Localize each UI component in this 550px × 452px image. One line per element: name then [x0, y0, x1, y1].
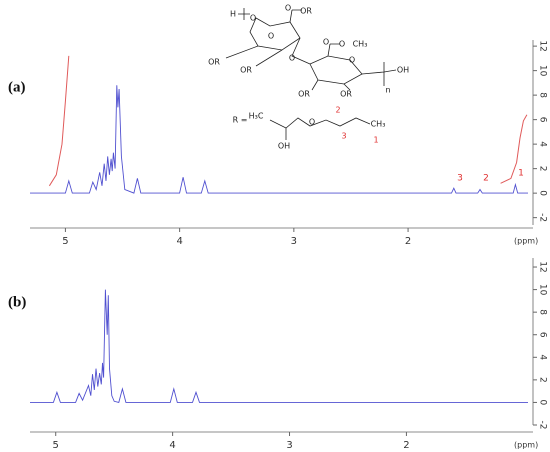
structure-label: CH₃	[371, 120, 386, 129]
x-tick-label: 5	[53, 440, 59, 451]
x-tick-label: 4	[176, 236, 182, 247]
x-tick-label: 5	[62, 236, 68, 247]
structure-label: OR	[240, 66, 252, 75]
panel-label: (a)	[8, 79, 26, 95]
y-tick-label: 6	[538, 332, 548, 338]
structure-label: 3	[341, 132, 346, 141]
structure-label: OH	[278, 142, 290, 151]
peak-label: 2	[483, 174, 489, 184]
y-tick-label: 0	[538, 400, 548, 406]
y-tick-label: 8	[538, 92, 548, 98]
y-tick-label: 12	[538, 261, 548, 272]
structure-label: O	[250, 14, 256, 23]
structure-label: OR	[300, 7, 312, 16]
spectrum-line	[500, 114, 528, 184]
structure-label: R =	[233, 116, 248, 125]
structure-label: O	[323, 38, 329, 47]
y-tick-label: 12	[538, 40, 548, 51]
structure-label: O	[309, 118, 315, 127]
y-tick-label: 10	[538, 65, 548, 77]
structure-label: O	[289, 54, 295, 63]
structure-label: CH₃	[353, 40, 368, 49]
y-tick-label: 4	[538, 354, 548, 360]
x-tick-label: 2	[403, 440, 409, 451]
x-tick-label: 3	[286, 440, 292, 451]
y-tick-label: 10	[538, 284, 548, 296]
peak-label: 3	[457, 174, 463, 184]
x-tick-label: 3	[291, 236, 297, 247]
structure-label: n	[385, 86, 390, 95]
structure-label: OR	[340, 90, 352, 99]
structure-label: H	[230, 10, 236, 19]
structure-label: O	[285, 4, 291, 13]
structure-label: OR	[298, 90, 310, 99]
x-tick-label: 2	[405, 236, 411, 247]
x-axis-label: (ppm)	[514, 237, 538, 246]
y-tick-label: 2	[538, 166, 548, 172]
spectrum-line	[30, 85, 528, 194]
structure-label: H₃C	[249, 112, 264, 121]
x-axis-label: (ppm)	[514, 441, 538, 450]
y-tick-label: 2	[538, 377, 548, 383]
structure-label: OR	[208, 58, 220, 67]
y-tick-label: 6	[538, 117, 548, 123]
y-tick-label: 0	[538, 190, 548, 196]
structure-label: 1	[373, 136, 378, 145]
structure-label: OH	[397, 66, 409, 75]
structure-bonds	[225, 8, 397, 140]
x-tick-label: 4	[169, 440, 175, 451]
y-tick-label: 8	[538, 309, 548, 315]
y-tick-label: -2	[538, 213, 548, 222]
structure-label: O	[349, 56, 355, 65]
panel-label: (b)	[8, 294, 26, 310]
spectrum-line	[48, 55, 70, 187]
y-tick-label: -2	[538, 421, 548, 430]
spectrum-line	[30, 289, 528, 403]
structure-label: O	[268, 32, 274, 41]
structure-label: 2	[335, 106, 340, 115]
structure-label: O	[339, 40, 345, 49]
peak-label: 1	[518, 169, 524, 179]
y-tick-label: 4	[538, 141, 548, 147]
